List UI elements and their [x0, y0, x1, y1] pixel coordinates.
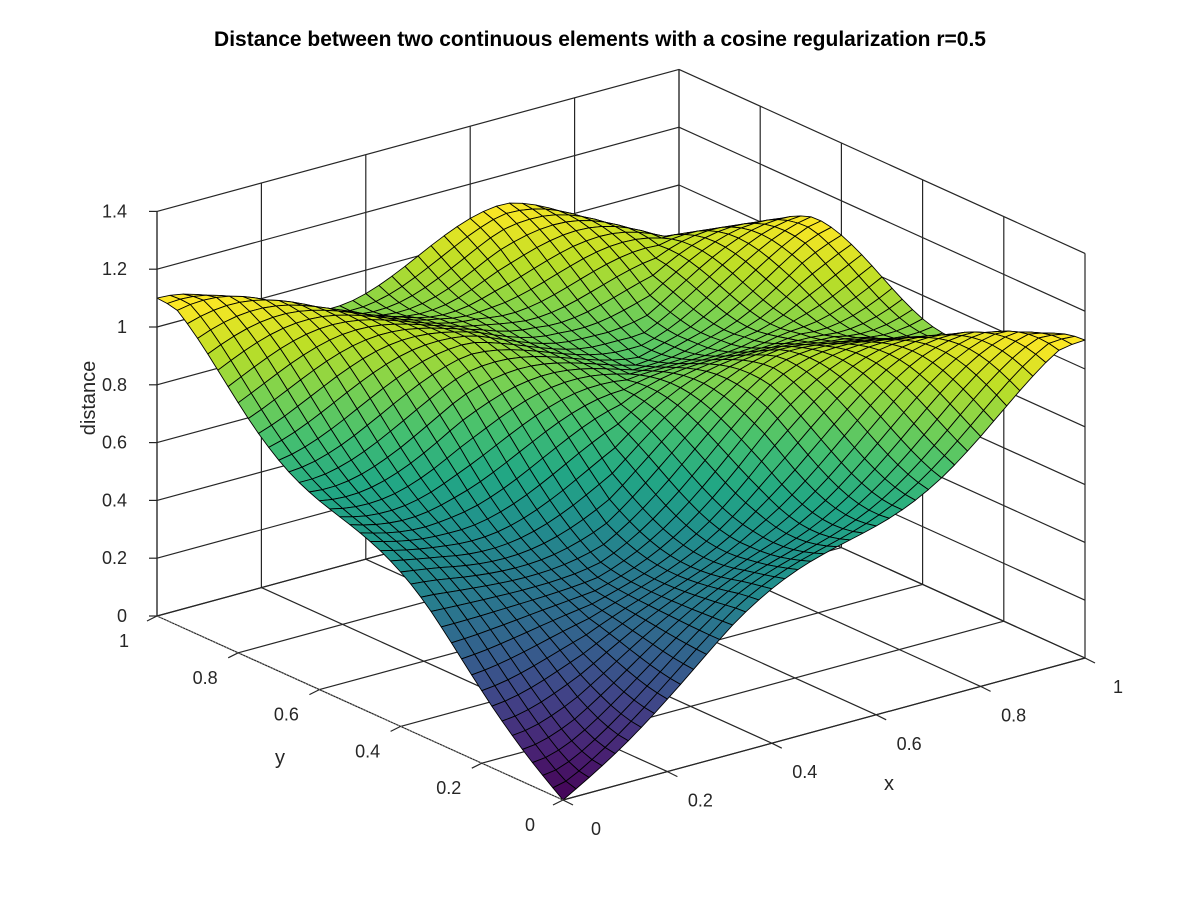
x-tick-label: 1 [1113, 677, 1123, 697]
z-tick-label: 0.6 [102, 433, 127, 453]
z-tick-label: 1 [117, 317, 127, 337]
x-tick-label: 0 [591, 819, 601, 839]
y-tick-mark [309, 689, 320, 696]
y-tick-mark [146, 615, 158, 622]
tick-labels: 0 0.2 0.4 0.6 0.8 1 0 0.2 0.4 0.6 0.8 1 0 0.2 0.4 0.6 0.… [102, 201, 1123, 839]
z-tick-label: 1.4 [102, 201, 127, 221]
x-tick-label: 0.4 [792, 762, 817, 782]
y-tick-mark [552, 799, 564, 806]
y-tick-label: 1 [119, 631, 129, 651]
grid-line [678, 68, 1086, 254]
axes-box [146, 210, 1096, 806]
x-tick-mark [771, 742, 783, 749]
x-tick-mark [875, 714, 887, 721]
y-tick-label: 0 [525, 815, 535, 835]
chart-title: Distance between two continuous elements… [214, 28, 986, 51]
y-tick-label: 0.2 [436, 778, 461, 798]
x-axis-line [562, 657, 1086, 801]
y-axis-label: y [275, 747, 285, 769]
z-tick-label: 0.4 [102, 490, 127, 510]
grid-line [156, 68, 680, 212]
z-axis-label: distance [78, 361, 100, 436]
surface-patch [552, 780, 577, 801]
z-tick-label: 0.8 [102, 375, 127, 395]
y-tick-label: 0.8 [193, 668, 218, 688]
x-tick-mark [562, 799, 574, 806]
z-tick-label: 0.2 [102, 548, 127, 568]
x-tick-mark [667, 771, 678, 778]
y-axis-line [156, 615, 564, 801]
z-tick-label: 0 [117, 606, 127, 626]
y-tick-mark [227, 652, 239, 659]
grid-line [678, 126, 1086, 312]
x-tick-mark [1084, 657, 1096, 664]
y-tick-label: 0.6 [274, 705, 299, 725]
surface-mesh [156, 202, 1086, 801]
x-tick-label: 0.8 [1001, 705, 1026, 725]
y-tick-mark [471, 762, 483, 769]
grid-line [156, 126, 680, 270]
x-tick-mark [980, 685, 991, 692]
x-axis-label: x [884, 773, 894, 795]
x-tick-label: 0.6 [897, 734, 922, 754]
x-tick-label: 0.2 [688, 791, 713, 811]
y-tick-label: 0.4 [355, 741, 380, 761]
z-tick-label: 1.2 [102, 259, 127, 279]
y-tick-mark [390, 725, 401, 732]
